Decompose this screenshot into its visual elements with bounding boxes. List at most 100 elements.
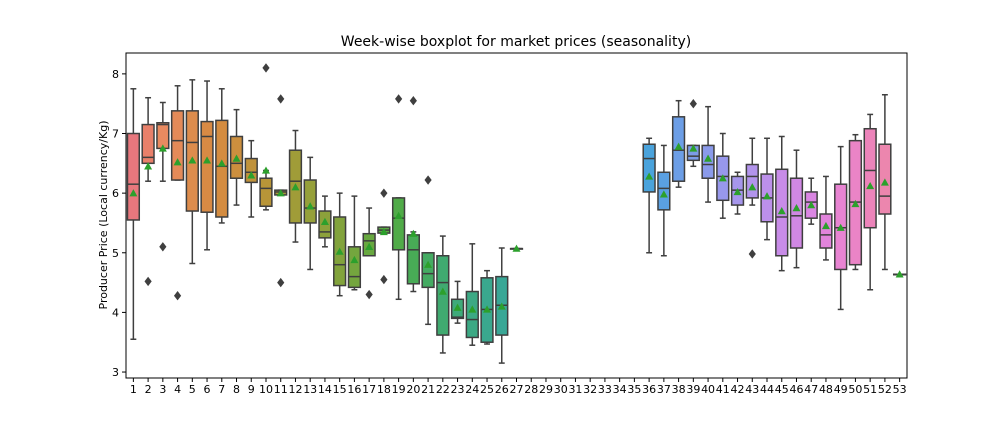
box-iqr [391, 197, 406, 251]
box-week-17 [362, 207, 376, 300]
box-week-38 [671, 99, 686, 188]
x-tick-label: 9 [248, 383, 255, 396]
x-tick-label: 18 [377, 383, 391, 396]
box-iqr [863, 127, 877, 229]
box-iqr [701, 144, 715, 179]
box-week-7 [215, 88, 229, 224]
mean-marker [807, 201, 816, 209]
box-week-40 [701, 105, 715, 203]
x-tick-label: 35 [627, 383, 641, 396]
x-tick-label: 7 [218, 383, 225, 396]
mean-marker [424, 260, 433, 268]
box-week-25 [480, 269, 494, 345]
y-axis-label: Producer Price (Local currency/Kg) [97, 121, 110, 310]
x-tick-label: 29 [539, 383, 553, 396]
x-tick-label: 53 [893, 383, 907, 396]
outlier-point [144, 276, 152, 287]
mean-marker [777, 207, 786, 215]
x-tick-label: 44 [760, 383, 774, 396]
outlier-point [262, 63, 270, 73]
mean-marker [276, 189, 285, 197]
x-tick-label: 14 [318, 383, 332, 396]
box-iqr [642, 143, 656, 193]
mean-marker [306, 202, 315, 210]
x-tick-label: 8 [233, 383, 240, 396]
x-tick-label: 2 [145, 383, 152, 396]
outlier-point [689, 99, 697, 109]
mean-marker [483, 305, 492, 313]
box-iqr [406, 234, 420, 285]
box-week-15 [333, 192, 347, 297]
box-week-42 [730, 171, 745, 215]
box-week-8 [229, 108, 244, 206]
x-tick-label: 4 [174, 383, 181, 396]
mean-marker [497, 302, 506, 310]
outlier-point [365, 289, 373, 300]
mean-marker [438, 287, 447, 295]
mean-marker [409, 229, 418, 237]
box-week-12 [288, 129, 303, 243]
mean-marker [792, 204, 801, 212]
x-tick-label: 43 [745, 383, 759, 396]
mean-marker [704, 154, 713, 162]
mean-marker [350, 255, 359, 264]
x-tick-label: 28 [524, 383, 538, 396]
box-iqr [436, 255, 450, 336]
box-week-1 [126, 88, 141, 340]
mean-marker [718, 174, 727, 182]
x-tick-label: 49 [834, 383, 848, 396]
outlier-point [380, 274, 388, 285]
x-tick-label: 24 [465, 383, 479, 396]
box-iqr [259, 177, 273, 208]
box-iqr [347, 246, 362, 289]
mean-marker [748, 183, 757, 191]
x-tick-label: 5 [189, 383, 196, 396]
box-iqr [215, 119, 229, 218]
box-iqr [303, 179, 317, 224]
mean-marker [291, 183, 300, 191]
mean-marker [144, 162, 153, 170]
box-iqr [421, 252, 435, 289]
x-tick-label: 15 [333, 383, 347, 396]
box-week-13 [303, 156, 317, 271]
x-tick-label: 32 [583, 383, 597, 396]
box-week-23 [450, 280, 465, 324]
y-tick-label: 5 [112, 247, 119, 260]
x-tick-label: 36 [642, 383, 656, 396]
outlier-point [395, 94, 403, 104]
box-week-27 [509, 244, 524, 252]
outlier-point [424, 175, 432, 185]
box-week-14 [318, 195, 332, 248]
x-tick-label: 1 [130, 383, 137, 396]
mean-marker [659, 190, 668, 198]
box-week-48 [819, 175, 833, 261]
box-week-9 [244, 139, 258, 218]
mean-marker [379, 227, 388, 236]
mean-marker [335, 247, 344, 255]
box-iqr [126, 132, 141, 221]
outlier-point [748, 249, 756, 259]
box-iqr [789, 177, 804, 249]
box-week-18 [377, 188, 391, 285]
x-tick-label: 10 [259, 383, 273, 396]
mean-marker [173, 158, 182, 166]
x-tick-label: 46 [789, 383, 803, 396]
x-tick-label: 42 [731, 383, 745, 396]
box-week-53 [892, 270, 907, 278]
x-tick-label: 51 [863, 383, 877, 396]
mean-marker [232, 154, 241, 162]
x-tick-label: 52 [878, 383, 892, 396]
mean-marker [394, 211, 403, 219]
x-tick-label: 45 [775, 383, 789, 396]
mean-marker [645, 172, 654, 180]
box-week-51 [863, 113, 877, 291]
mean-marker [763, 192, 772, 200]
mean-marker [453, 303, 462, 311]
mean-marker [129, 189, 138, 197]
outlier-point [380, 188, 388, 198]
mean-marker [365, 242, 374, 251]
x-tick-label: 21 [421, 383, 435, 396]
x-tick-label: 27 [510, 383, 524, 396]
outlier-point [277, 94, 285, 104]
